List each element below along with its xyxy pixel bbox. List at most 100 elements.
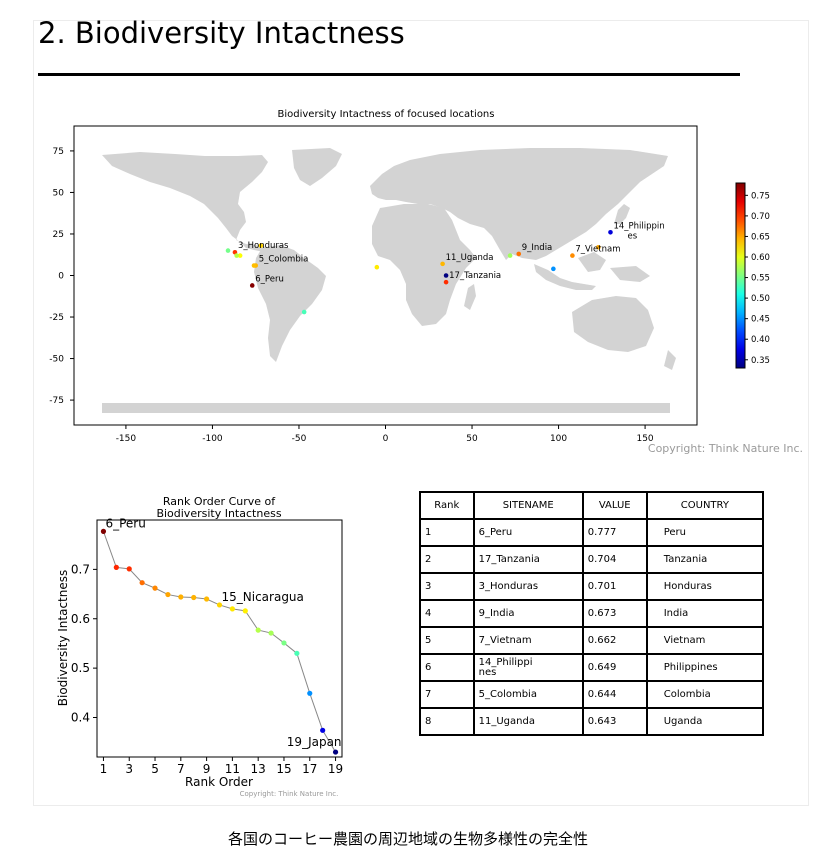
rank-x-axis: 1 3 5 7 9 11 13 15 17 19 bbox=[100, 757, 343, 776]
table-cell: 6 bbox=[419, 653, 475, 682]
table-header-cell: VALUE bbox=[581, 491, 648, 520]
rank-order-chart: Rank Order Curve of Biodiversity Intactne… bbox=[56, 495, 343, 798]
rank-x-tick-label: 17 bbox=[302, 762, 317, 776]
rank-copyright: Copyright: Think Nature Inc. bbox=[240, 790, 339, 798]
map-point bbox=[237, 253, 243, 258]
map-point-label: 5_Colombia bbox=[259, 255, 309, 265]
map-point-label: 7_Vietnam bbox=[575, 245, 620, 255]
table-cell: 0.701 bbox=[581, 572, 648, 601]
map-x-tick-label: 150 bbox=[636, 434, 653, 444]
rank-y-axis: 0.7 0.6 0.5 0.4 bbox=[71, 562, 97, 725]
rank-xlabel: Rank Order bbox=[185, 775, 253, 789]
rank-x-tick-label: 15 bbox=[276, 762, 291, 776]
page-heading: 2. Biodiversity Intactness bbox=[38, 16, 405, 50]
map-x-tick-label: -150 bbox=[116, 434, 137, 444]
rank-x-tick-label: 7 bbox=[177, 762, 185, 776]
table-cell: 0.704 bbox=[581, 545, 648, 574]
map-y-tick-label: 75 bbox=[53, 147, 64, 157]
table-cell: 8 bbox=[419, 707, 475, 736]
rank-point bbox=[332, 749, 339, 755]
map-point bbox=[251, 263, 257, 268]
table-row: 7 5_Colombia 0.644 Colombia bbox=[419, 680, 765, 709]
rank-points bbox=[100, 528, 339, 755]
rank-annotation: 6_Peru bbox=[105, 516, 145, 530]
map-point bbox=[258, 243, 264, 248]
table-cell: 0.777 bbox=[581, 518, 648, 547]
colorbar-tick-label: 0.65 bbox=[751, 232, 770, 242]
site-table: Rank SITENAME VALUE COUNTRY 1 6_Peru 0.777 Per… bbox=[419, 491, 765, 736]
map-copyright: Copyright: Think Nature Inc. bbox=[648, 442, 803, 455]
colorbar-gradient bbox=[735, 182, 746, 369]
rank-point bbox=[191, 594, 197, 601]
table-cell: Peru bbox=[645, 518, 765, 547]
page-caption: 各国のコーヒー農園の周辺地域の生物多様性の完全性 bbox=[227, 830, 588, 848]
map-labels: 6_Peru 17_Tanzania 3_Honduras 9_India 7_Viet… bbox=[238, 221, 665, 284]
colorbar-tick-label: 0.55 bbox=[751, 274, 770, 284]
rank-x-tick-label: 13 bbox=[251, 762, 266, 776]
colorbar-tick-label: 0.70 bbox=[751, 212, 770, 222]
map-y-tick-label: -25 bbox=[49, 313, 64, 323]
table-cell: 0.673 bbox=[581, 599, 648, 628]
map-x-axis: -150 -100 -50 0 50 100 150 bbox=[116, 425, 654, 444]
map-x-tick-label: 100 bbox=[550, 434, 567, 444]
rank-x-tick-label: 5 bbox=[151, 762, 159, 776]
map-y-tick-label: -75 bbox=[49, 396, 64, 406]
map-point bbox=[440, 261, 445, 267]
rank-annotations: 6_Peru 15_Nicaragua 19_Japan bbox=[105, 516, 341, 749]
table-cell: 14_Philippi nes bbox=[472, 653, 584, 682]
colorbar-tick-label: 0.40 bbox=[751, 335, 770, 345]
rank-point bbox=[126, 566, 132, 572]
table-header-cell: Rank bbox=[419, 491, 475, 520]
colorbar: 0.75 0.70 0.65 0.60 0.55 0.50 0.45 0.40 0.35 bbox=[735, 182, 770, 369]
table-cell: 0.649 bbox=[581, 653, 648, 682]
map-point-label: 17_Tanzania bbox=[449, 271, 501, 281]
rank-annotation: 15_Nicaragua bbox=[222, 590, 304, 604]
table-row: 1 6_Peru 0.777 Peru bbox=[419, 518, 765, 547]
rank-y-tick-label: 0.4 bbox=[71, 711, 90, 725]
rank-x-tick-label: 9 bbox=[203, 762, 211, 776]
table-row: 6 14_Philippi nes 0.649 Philippines bbox=[419, 653, 765, 682]
rank-x-tick-label: 11 bbox=[225, 762, 240, 776]
table-cell: 2 bbox=[419, 545, 475, 574]
map-y-tick-label: 0 bbox=[58, 272, 64, 282]
table-cell: 11_Uganda bbox=[472, 707, 584, 736]
table-header-cell: COUNTRY bbox=[645, 491, 765, 520]
map-point bbox=[225, 248, 231, 253]
table-cell: 1 bbox=[419, 518, 475, 547]
rank-point bbox=[113, 564, 119, 570]
colorbar-tick-label: 0.60 bbox=[751, 253, 770, 263]
colorbar-tick-label: 0.50 bbox=[751, 294, 770, 304]
table-cell: 17_Tanzania bbox=[472, 545, 584, 574]
rank-point bbox=[320, 727, 326, 733]
rank-x-tick-label: 19 bbox=[328, 762, 343, 776]
map-x-tick-label: -100 bbox=[202, 434, 223, 444]
table-cell: 4 bbox=[419, 599, 475, 628]
map-point bbox=[301, 309, 307, 315]
table-cell: Vietnam bbox=[645, 626, 765, 655]
map-point bbox=[570, 253, 575, 258]
rank-point bbox=[204, 596, 210, 602]
rank-y-tick-label: 0.6 bbox=[71, 612, 90, 626]
table-row: 8 11_Uganda 0.643 Uganda bbox=[419, 707, 765, 736]
rank-point bbox=[307, 690, 313, 696]
map-point bbox=[516, 251, 522, 257]
map-point-label: 9_India bbox=[522, 243, 553, 253]
rank-point bbox=[178, 594, 184, 600]
map-point-label: 3_Honduras bbox=[238, 241, 289, 251]
rank-ylabel: Biodiversity Intactness bbox=[56, 570, 70, 706]
rank-point bbox=[281, 640, 287, 646]
map-point-label: 11_Uganda bbox=[446, 253, 494, 263]
table-body: 1 6_Peru 0.777 Peru 2 17_Tanzania 0.704 Tanzani… bbox=[419, 518, 765, 736]
table-cell: 7_Vietnam bbox=[472, 626, 584, 655]
map-y-tick-label: -50 bbox=[49, 355, 64, 365]
map-point bbox=[374, 264, 380, 270]
colorbar-tick-label: 0.45 bbox=[751, 315, 770, 325]
table-cell: 0.662 bbox=[581, 626, 648, 655]
table-row: 2 17_Tanzania 0.704 Tanzania bbox=[419, 545, 765, 574]
rank-point bbox=[242, 608, 248, 614]
rank-x-tick-label: 1 bbox=[100, 762, 108, 776]
rank-point bbox=[139, 580, 145, 586]
table-row: 5 7_Vietnam 0.662 Vietnam bbox=[419, 626, 765, 655]
table-cell: 0.644 bbox=[581, 680, 648, 709]
map-y-axis: 75 50 25 0 -25 -50 -75 bbox=[49, 147, 74, 406]
